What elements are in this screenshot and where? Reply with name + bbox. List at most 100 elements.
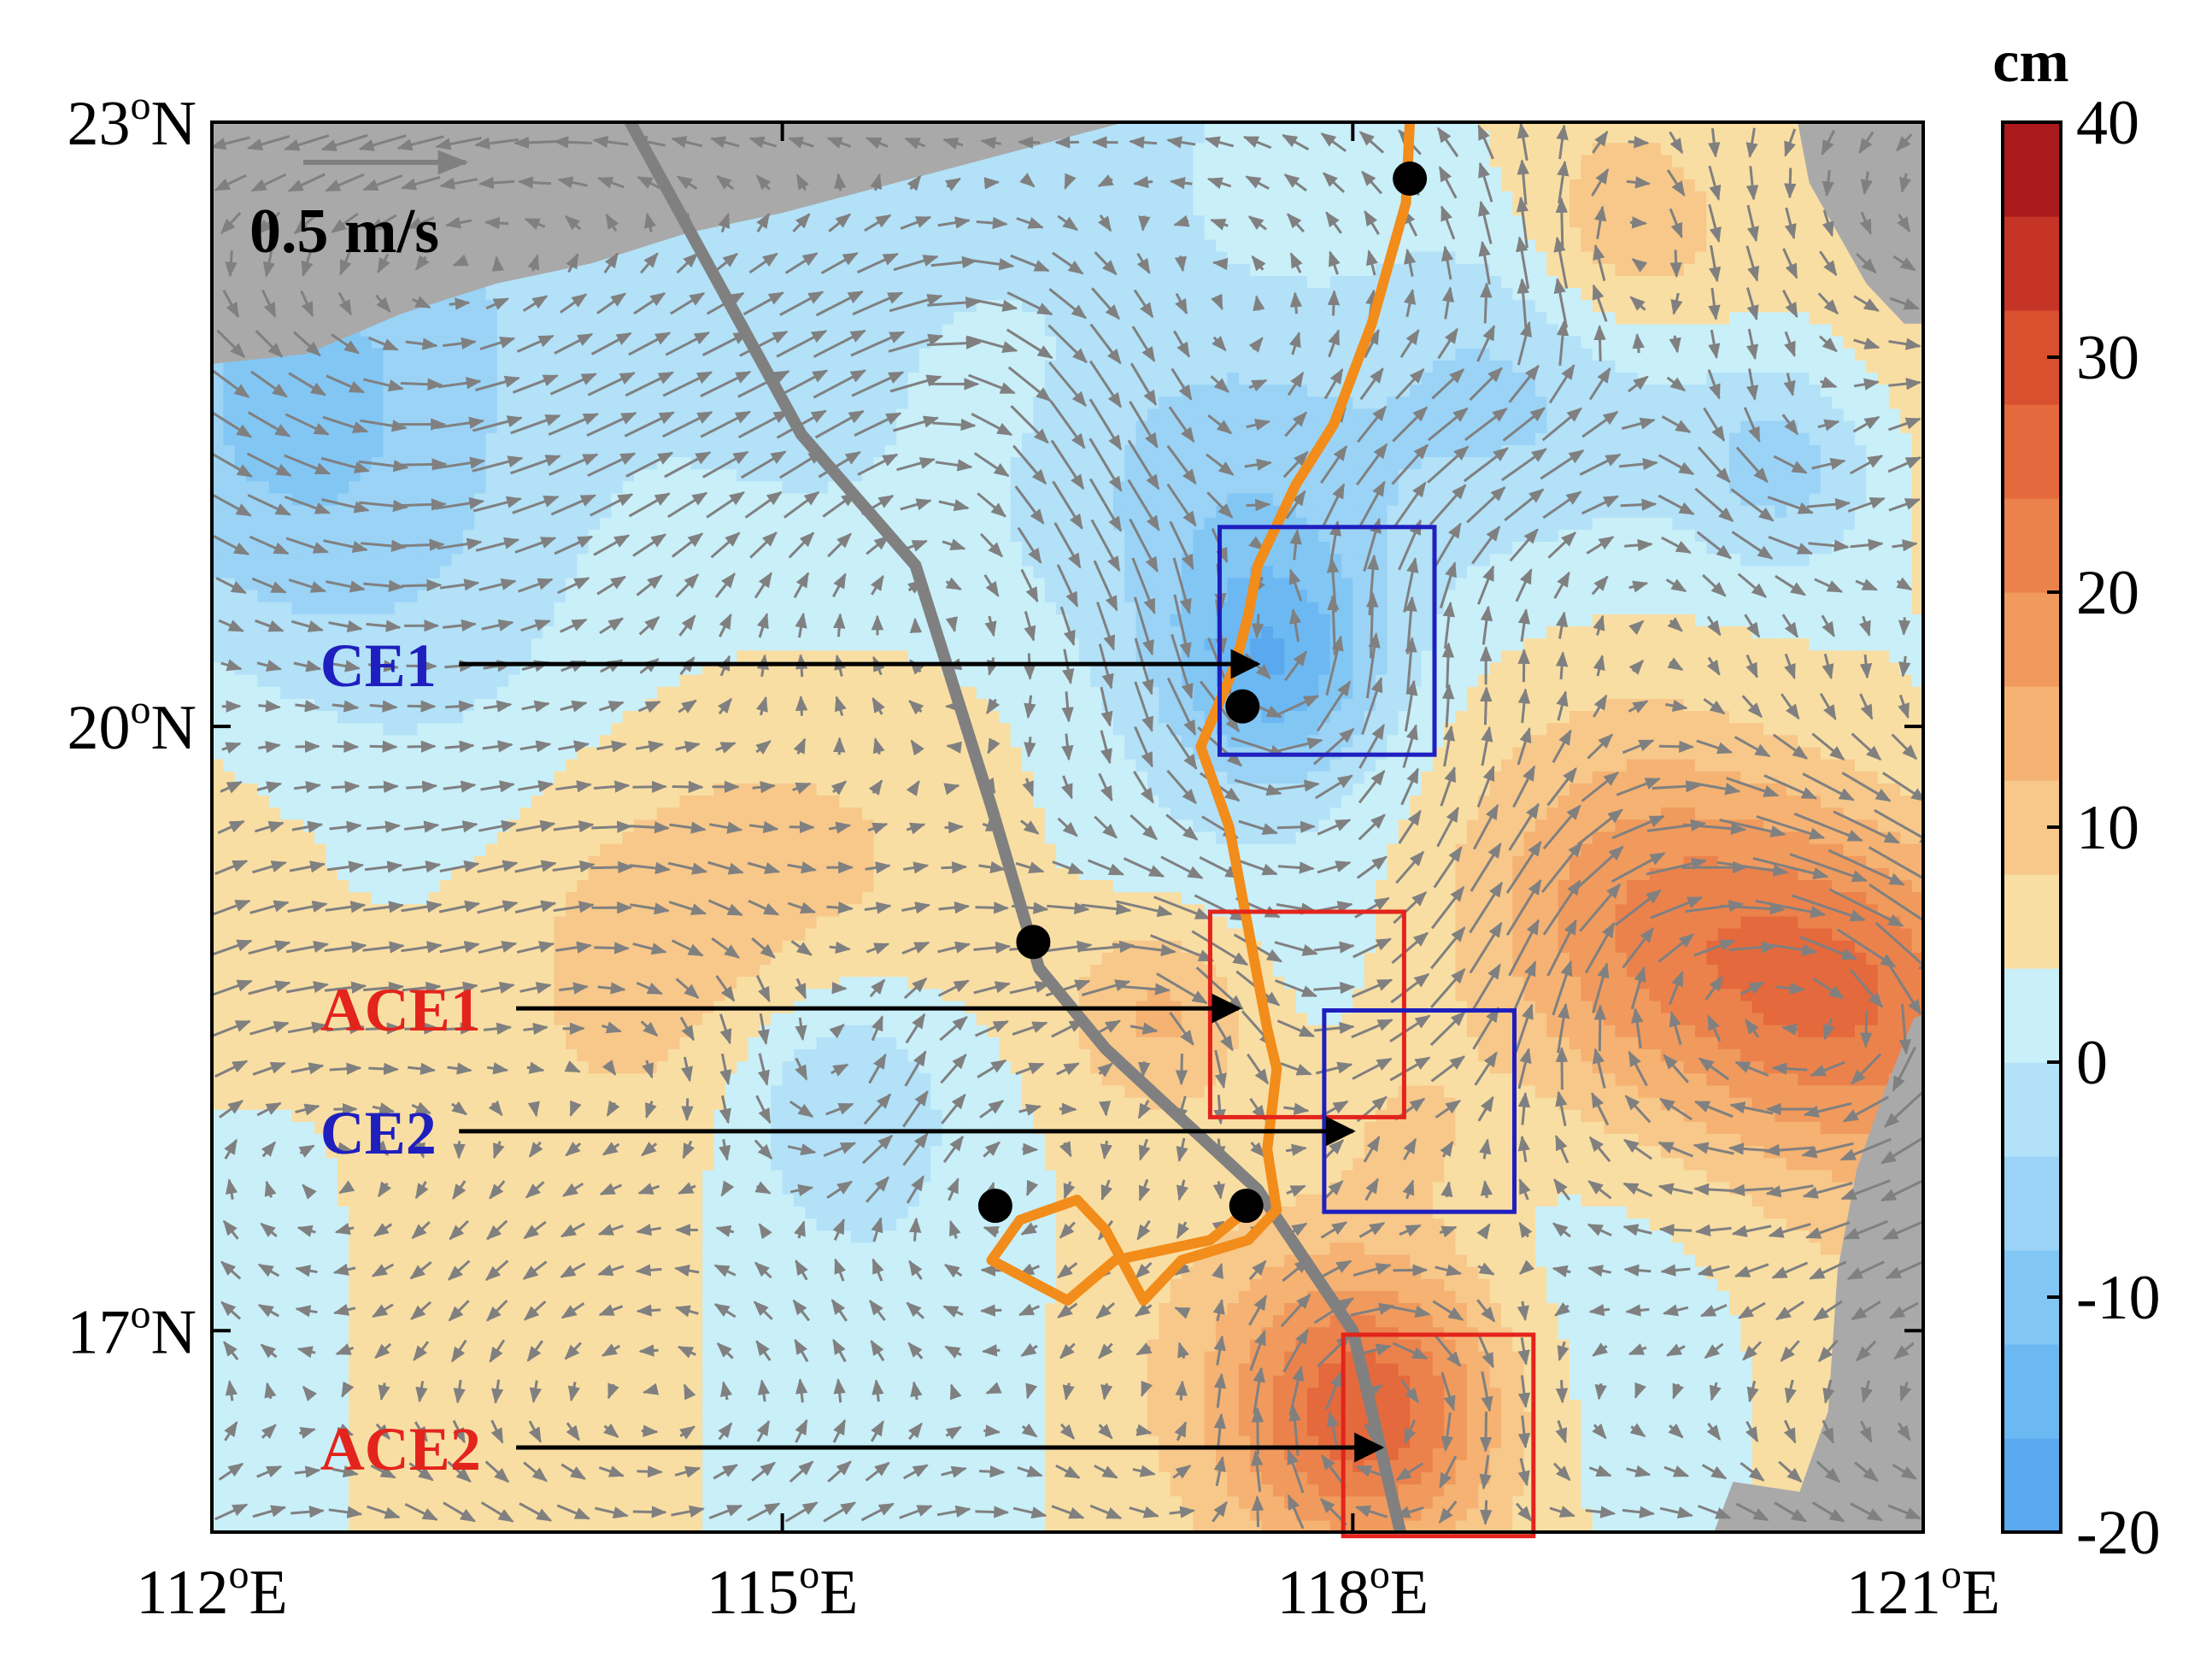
ssha-cell bbox=[645, 1157, 658, 1171]
ssha-cell bbox=[474, 1169, 487, 1183]
ssha-cell bbox=[212, 1084, 225, 1098]
ssha-cell bbox=[668, 758, 681, 772]
ssha-cell bbox=[383, 348, 396, 361]
ssha-cell bbox=[474, 1181, 487, 1195]
ssha-cell bbox=[588, 1363, 601, 1376]
ssha-cell bbox=[302, 1302, 315, 1316]
ssha-cell bbox=[485, 323, 498, 337]
ssha-cell bbox=[291, 1399, 304, 1412]
ssha-cell bbox=[337, 903, 350, 917]
ssha-cell bbox=[690, 722, 703, 736]
ssha-cell bbox=[462, 831, 475, 844]
ssha-cell bbox=[622, 1363, 635, 1376]
ssha-cell bbox=[234, 649, 247, 663]
ssha-cell bbox=[634, 323, 647, 337]
ssha-cell bbox=[440, 952, 453, 965]
ssha-cell bbox=[280, 602, 293, 614]
ssha-cell bbox=[280, 819, 293, 832]
ssha-cell bbox=[440, 1363, 453, 1376]
ssha-cell bbox=[337, 1084, 350, 1098]
ssha-cell bbox=[656, 1278, 669, 1291]
ssha-cell bbox=[519, 1109, 532, 1122]
ssha-cell bbox=[588, 964, 601, 978]
ssha-cell bbox=[690, 541, 703, 555]
ssha-cell bbox=[600, 1495, 613, 1509]
ssha-cell bbox=[371, 1495, 384, 1509]
ssha-cell bbox=[383, 722, 396, 736]
ssha-cell bbox=[588, 758, 601, 772]
ssha-cell bbox=[474, 915, 487, 929]
ssha-cell bbox=[668, 964, 681, 978]
ssha-cell bbox=[326, 1399, 338, 1412]
ssha-cell bbox=[406, 915, 419, 929]
ssha-cell bbox=[485, 360, 498, 373]
ssha-cell bbox=[302, 1194, 315, 1207]
ssha-cell bbox=[519, 1483, 532, 1497]
ssha-cell bbox=[462, 1133, 475, 1147]
ssha-cell bbox=[622, 1048, 635, 1062]
ssha-cell bbox=[406, 710, 419, 724]
ssha-cell bbox=[462, 480, 475, 494]
ssha-cell bbox=[485, 1012, 498, 1025]
ssha-cell bbox=[485, 1206, 498, 1219]
ssha-cell bbox=[679, 1411, 692, 1424]
ssha-cell bbox=[679, 602, 692, 614]
ssha-cell bbox=[246, 1435, 259, 1448]
ssha-cell bbox=[554, 1157, 566, 1171]
ssha-cell bbox=[246, 1060, 259, 1074]
ssha-cell bbox=[462, 348, 475, 361]
ssha-cell bbox=[337, 1363, 350, 1376]
ssha-cell bbox=[268, 1169, 281, 1183]
ssha-cell bbox=[508, 1314, 521, 1328]
ssha-cell bbox=[622, 891, 635, 905]
ssha-cell bbox=[656, 1181, 669, 1195]
ssha-cell bbox=[485, 843, 498, 856]
ssha-cell bbox=[291, 855, 304, 868]
ssha-cell bbox=[440, 1072, 453, 1086]
ssha-cell bbox=[656, 698, 669, 711]
ssha-cell bbox=[302, 360, 315, 373]
ssha-cell bbox=[291, 710, 304, 724]
ssha-cell bbox=[268, 758, 281, 772]
ssha-cell bbox=[668, 1181, 681, 1195]
ssha-cell bbox=[679, 1495, 692, 1509]
ssha-cell bbox=[531, 1411, 544, 1424]
ssha-cell bbox=[349, 1326, 361, 1340]
ssha-cell bbox=[656, 891, 669, 905]
ssha-cell bbox=[543, 1084, 555, 1098]
ssha-cell bbox=[519, 1375, 532, 1388]
ssha-cell bbox=[554, 565, 566, 578]
ssha-cell bbox=[679, 952, 692, 965]
ssha-cell bbox=[371, 529, 384, 542]
ssha-cell bbox=[383, 795, 396, 808]
ssha-cell bbox=[212, 1338, 225, 1352]
ssha-cell bbox=[428, 589, 441, 602]
ssha-cell bbox=[302, 1121, 315, 1134]
ssha-cell bbox=[645, 480, 658, 494]
ssha-cell bbox=[679, 1242, 692, 1255]
ssha-cell bbox=[280, 1206, 293, 1219]
ssha-cell bbox=[349, 1314, 361, 1328]
ssha-cell bbox=[291, 1036, 304, 1049]
ssha-cell bbox=[496, 795, 509, 808]
ssha-cell bbox=[554, 637, 566, 651]
ssha-cell bbox=[496, 952, 509, 965]
ssha-cell bbox=[371, 1363, 384, 1376]
ssha-cell bbox=[349, 867, 361, 880]
ssha-cell bbox=[394, 758, 407, 772]
ssha-cell bbox=[314, 1495, 327, 1509]
ssha-cell bbox=[462, 1206, 475, 1219]
ssha-cell bbox=[508, 1242, 521, 1255]
ssha-cell bbox=[417, 384, 430, 397]
ssha-cell bbox=[588, 710, 601, 724]
ssha-cell bbox=[291, 1048, 304, 1062]
ssha-cell bbox=[326, 1314, 338, 1328]
ssha-cell bbox=[257, 1206, 270, 1219]
ssha-cell bbox=[462, 1387, 475, 1401]
ssha-cell bbox=[600, 722, 613, 736]
ssha-cell bbox=[268, 614, 281, 626]
ssha-cell bbox=[519, 1290, 532, 1303]
ssha-cell bbox=[394, 1302, 407, 1316]
ssha-cell bbox=[337, 1242, 350, 1255]
ssha-cell bbox=[485, 1326, 498, 1340]
